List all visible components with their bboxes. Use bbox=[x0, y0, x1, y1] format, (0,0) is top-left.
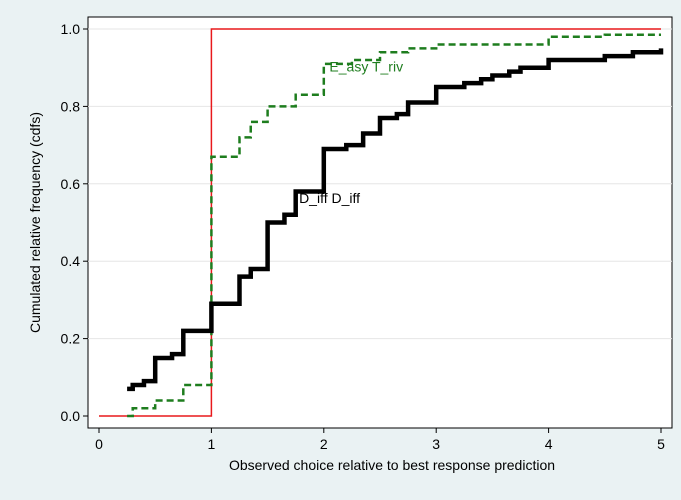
series-easy_triv-line bbox=[127, 33, 661, 418]
series-layer bbox=[99, 28, 664, 418]
y-tick-label: 0.0 bbox=[61, 408, 81, 424]
x-tick-label: 2 bbox=[320, 436, 328, 452]
plot-area bbox=[87, 16, 673, 429]
y-tick-label: 0.6 bbox=[61, 176, 81, 192]
series-easy_triv-label: E_asy T_riv bbox=[329, 59, 403, 75]
y-tick-label: 0.2 bbox=[61, 331, 81, 347]
series-diff_diff-line bbox=[127, 48, 664, 392]
x-tick-label: 1 bbox=[208, 436, 216, 452]
x-tick-label: 5 bbox=[657, 436, 665, 452]
axes: 0.0 0.2 0.4 0.6 0.8 1.0 0 1 2 3 4 5 bbox=[61, 21, 666, 452]
y-tick-label: 0.8 bbox=[61, 98, 81, 114]
series-labels: E_asy T_riv D_iff D_iff bbox=[299, 59, 403, 207]
x-axis-label: Observed choice relative to best respons… bbox=[229, 457, 555, 473]
x-tick-label: 0 bbox=[95, 436, 103, 452]
x-tick-label: 4 bbox=[545, 436, 553, 452]
x-tick-label: 3 bbox=[432, 436, 440, 452]
y-axis-label: Cumulated relative frequency (cdfs) bbox=[27, 112, 43, 333]
y-tick-label: 1.0 bbox=[61, 21, 81, 37]
series-diff_diff-label: D_iff D_iff bbox=[299, 190, 360, 206]
y-tick-label: 0.4 bbox=[61, 253, 81, 269]
